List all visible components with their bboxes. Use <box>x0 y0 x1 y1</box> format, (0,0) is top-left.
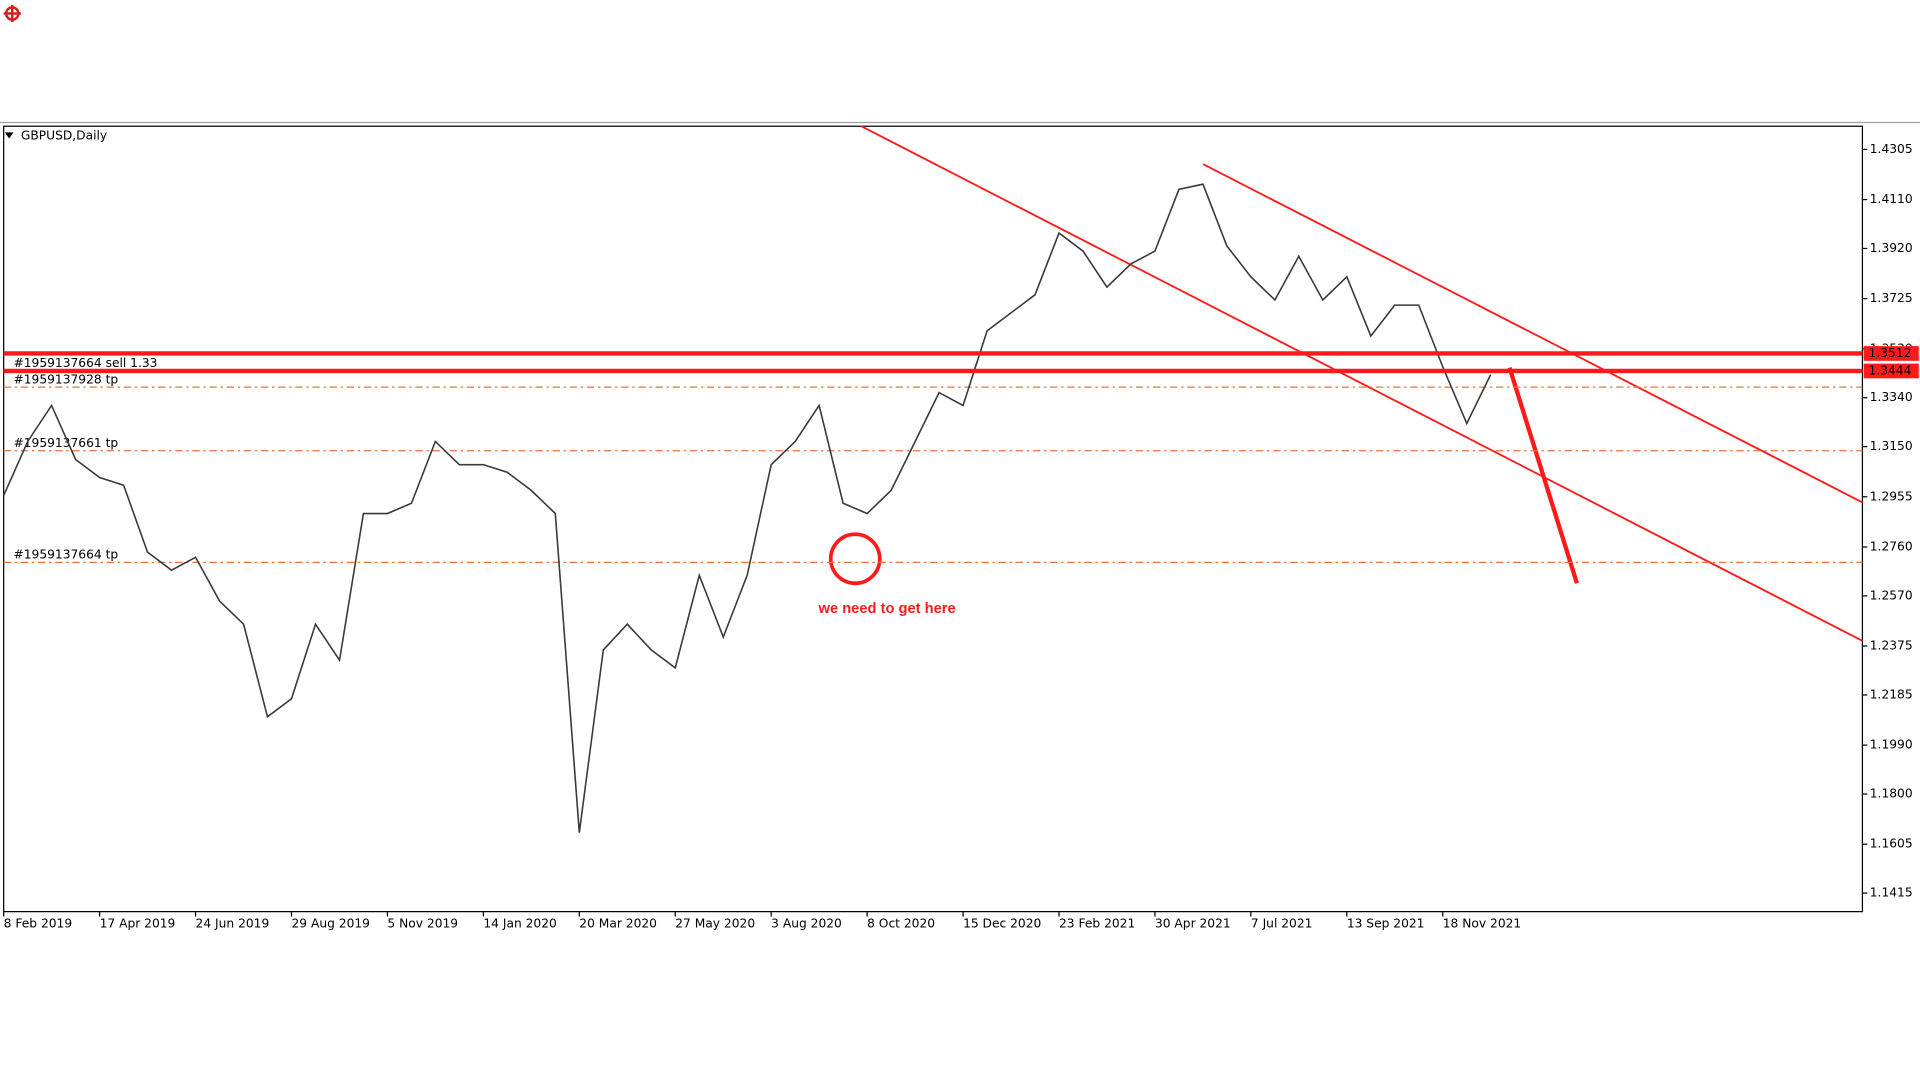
x-tick-label: 18 Nov 2021 <box>1443 916 1521 930</box>
y-tick-label: 1.3340 <box>1870 390 1913 404</box>
x-tick-label: 13 Sep 2021 <box>1347 916 1425 930</box>
plot-frame <box>3 125 1864 913</box>
annotation: we need to get here <box>818 601 956 617</box>
y-tick-label: 1.2570 <box>1870 588 1913 602</box>
y-tick-label: 1.3725 <box>1870 291 1913 305</box>
x-tick-label: 7 Jul 2021 <box>1251 916 1313 930</box>
x-tick-label: 8 Oct 2020 <box>867 916 935 930</box>
y-tick-label: 1.2955 <box>1870 489 1913 503</box>
price-level-box <box>1863 363 1919 379</box>
y-tick-label: 1.4305 <box>1870 142 1913 156</box>
x-tick-label: 8 Feb 2019 <box>4 916 72 930</box>
price-level-label: 1.3444 <box>1869 363 1912 377</box>
logo <box>3 4 21 23</box>
price-level-box <box>1863 346 1919 361</box>
x-tick-label: 30 Apr 2021 <box>1155 916 1231 930</box>
x-tick-label: 17 Apr 2019 <box>100 916 176 930</box>
x-tick-label: 27 May 2020 <box>675 916 755 930</box>
y-tick-label: 1.3150 <box>1870 439 1913 453</box>
y-tick-label: 1.4110 <box>1870 192 1913 206</box>
price-line <box>2 183 1492 833</box>
y-tick-label: 1.2185 <box>1870 687 1913 701</box>
x-tick-label: 20 Mar 2020 <box>579 916 657 930</box>
projection <box>1507 366 1579 584</box>
channel-lower <box>860 125 1863 642</box>
y-tick-label: 1.2375 <box>1870 639 1913 653</box>
order-label: #1959137661 tp <box>13 436 118 450</box>
channel-upper <box>1202 163 1863 504</box>
x-tick-label: 15 Dec 2020 <box>963 916 1041 930</box>
y-tick-label: 1.1605 <box>1870 837 1913 851</box>
y-tick-label: 1.1800 <box>1870 787 1913 801</box>
order-label: #1959137664 sell 1.33 <box>13 356 157 370</box>
x-tick-label: 29 Aug 2019 <box>291 916 369 930</box>
price-level-label: 1.3512 <box>1869 346 1912 360</box>
order-label: #1959137928 tp <box>13 372 118 386</box>
x-tick-label: 24 Jun 2019 <box>196 916 270 930</box>
x-tick-label: 14 Jan 2020 <box>483 916 556 930</box>
y-tick-label: 1.3920 <box>1870 241 1913 255</box>
x-tick-label: 5 Nov 2019 <box>387 916 458 930</box>
x-tick-label: 3 Aug 2020 <box>771 916 842 930</box>
y-tick-label: 1.1990 <box>1870 738 1913 752</box>
menu-arrow[interactable] <box>4 132 14 139</box>
chart-title: GBPUSD,Daily <box>21 129 107 143</box>
y-tick-label: 1.2760 <box>1870 539 1913 553</box>
x-tick-label: 23 Feb 2021 <box>1059 916 1135 930</box>
order-label: #1959137664 tp <box>13 548 118 562</box>
target-circle <box>828 532 882 586</box>
y-tick-label: 1.1415 <box>1870 886 1913 900</box>
trend-lines <box>828 125 1863 642</box>
